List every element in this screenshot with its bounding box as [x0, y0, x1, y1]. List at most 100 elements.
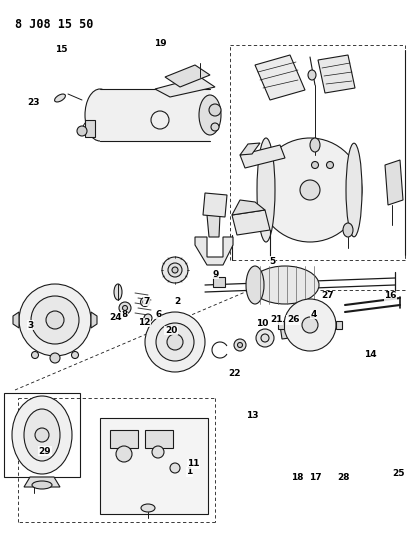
Ellipse shape [50, 353, 60, 363]
Text: 20: 20 [165, 326, 177, 335]
Text: 16: 16 [385, 292, 397, 300]
Text: 4: 4 [310, 310, 317, 319]
Ellipse shape [85, 89, 115, 141]
Text: 18: 18 [291, 473, 303, 481]
Polygon shape [232, 210, 270, 235]
Ellipse shape [72, 351, 79, 359]
Ellipse shape [114, 284, 122, 300]
Ellipse shape [234, 339, 246, 351]
Ellipse shape [162, 257, 188, 283]
Polygon shape [85, 120, 95, 137]
Text: 19: 19 [154, 39, 167, 48]
Text: 8: 8 [121, 310, 127, 319]
Text: 29: 29 [38, 447, 51, 456]
Ellipse shape [251, 266, 319, 304]
Ellipse shape [12, 396, 72, 474]
Text: 5: 5 [269, 257, 276, 265]
Text: 17: 17 [309, 473, 322, 481]
Polygon shape [255, 55, 305, 100]
Text: 1: 1 [186, 467, 193, 476]
Bar [110, 430, 138, 448]
Text: 27: 27 [321, 292, 334, 300]
Ellipse shape [24, 409, 60, 461]
Text: 2: 2 [174, 297, 180, 305]
Ellipse shape [170, 463, 180, 473]
Ellipse shape [310, 138, 320, 152]
Ellipse shape [300, 180, 320, 200]
Ellipse shape [167, 334, 183, 350]
Ellipse shape [346, 143, 362, 237]
Ellipse shape [144, 314, 152, 322]
Polygon shape [203, 193, 227, 217]
Ellipse shape [246, 266, 264, 304]
Polygon shape [13, 312, 19, 328]
Ellipse shape [32, 481, 52, 489]
Text: 6: 6 [155, 310, 162, 319]
Ellipse shape [172, 267, 178, 273]
Ellipse shape [35, 428, 49, 442]
Ellipse shape [140, 297, 149, 306]
Text: 21: 21 [271, 316, 283, 324]
Text: 10: 10 [256, 319, 269, 328]
Polygon shape [91, 312, 97, 328]
Ellipse shape [31, 296, 79, 344]
Polygon shape [280, 323, 297, 339]
Ellipse shape [284, 299, 336, 351]
Ellipse shape [326, 161, 333, 168]
Ellipse shape [55, 94, 66, 102]
Ellipse shape [257, 138, 275, 242]
Polygon shape [240, 145, 285, 168]
Text: 12: 12 [138, 318, 151, 327]
Ellipse shape [343, 223, 353, 237]
Ellipse shape [256, 329, 274, 347]
Ellipse shape [19, 284, 91, 356]
Text: 28: 28 [338, 473, 350, 481]
Polygon shape [100, 89, 210, 141]
Ellipse shape [77, 126, 87, 136]
Polygon shape [232, 200, 265, 215]
Text: 3: 3 [27, 321, 34, 329]
Ellipse shape [31, 351, 39, 359]
Text: 24: 24 [109, 313, 123, 321]
Text: 11: 11 [187, 459, 199, 468]
Polygon shape [155, 77, 215, 97]
Ellipse shape [141, 504, 155, 512]
Text: 23: 23 [27, 98, 39, 107]
Ellipse shape [302, 317, 318, 333]
Polygon shape [240, 143, 260, 155]
Bar [4, 393, 80, 477]
Ellipse shape [261, 334, 269, 342]
Polygon shape [165, 65, 210, 87]
Polygon shape [207, 215, 220, 237]
Text: 13: 13 [246, 411, 258, 420]
Ellipse shape [199, 95, 221, 135]
Polygon shape [385, 160, 403, 205]
Ellipse shape [145, 312, 205, 372]
Ellipse shape [238, 343, 243, 348]
Text: 9: 9 [212, 270, 219, 279]
Text: 25: 25 [393, 469, 405, 478]
Ellipse shape [308, 70, 316, 80]
Ellipse shape [116, 446, 132, 462]
Ellipse shape [123, 305, 127, 311]
Ellipse shape [258, 138, 362, 242]
Text: 22: 22 [228, 369, 240, 377]
Text: 8 J08 15 50: 8 J08 15 50 [15, 18, 93, 31]
Ellipse shape [211, 123, 219, 131]
Ellipse shape [168, 263, 182, 277]
Polygon shape [336, 321, 342, 329]
Ellipse shape [156, 323, 194, 361]
Ellipse shape [46, 311, 64, 329]
Polygon shape [24, 477, 60, 487]
Bar [213, 277, 225, 287]
Text: 15: 15 [55, 45, 67, 53]
Text: 14: 14 [364, 350, 377, 359]
Bar [145, 430, 173, 448]
Polygon shape [318, 55, 355, 93]
Ellipse shape [209, 104, 221, 116]
Bar [100, 418, 208, 514]
Ellipse shape [311, 161, 319, 168]
Ellipse shape [119, 302, 131, 314]
Polygon shape [278, 321, 284, 329]
Polygon shape [195, 237, 233, 265]
